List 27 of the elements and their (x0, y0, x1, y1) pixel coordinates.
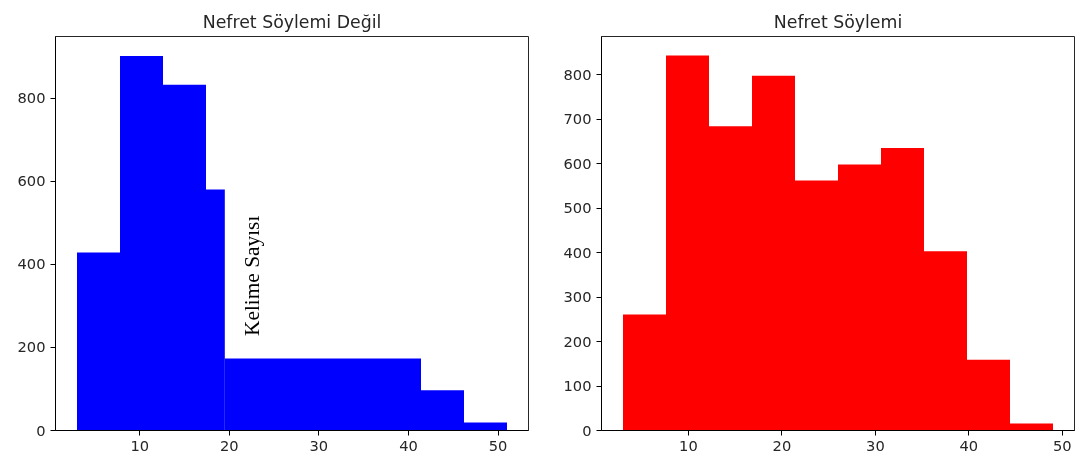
y-tick-label: 600 (563, 154, 592, 172)
chart-title: Nefret Söylemi Değil (202, 11, 382, 32)
x-tick-label: 50 (1053, 436, 1072, 454)
y-tick-label: 100 (563, 377, 592, 395)
y-tick-label: 700 (563, 110, 592, 128)
y-tick-label: 300 (563, 288, 592, 306)
y-tick-label: 800 (563, 65, 592, 83)
x-tick-label: 40 (399, 436, 418, 454)
x-tick-label: 50 (488, 436, 508, 454)
y-tick-label: 500 (563, 199, 592, 217)
y-tick-label: 0 (582, 421, 592, 439)
x-tick-label: 20 (219, 436, 239, 454)
y-tick-label: 800 (17, 89, 46, 107)
annotation: Kelime Sayısı (239, 215, 264, 336)
y-tick-label: 200 (563, 332, 592, 350)
x-tick-label: 10 (130, 436, 150, 454)
y-tick-label: 600 (17, 172, 46, 190)
chart-title: Nefret Söylemi (773, 11, 903, 32)
y-tick-label: 200 (17, 338, 46, 356)
x-tick-label: 30 (866, 436, 885, 454)
x-tick-label: 30 (309, 436, 329, 454)
x-tick-label: 20 (772, 436, 792, 454)
x-tick-label: 40 (959, 436, 979, 454)
y-tick-label: 400 (17, 255, 46, 273)
y-tick-label: 0 (36, 421, 46, 439)
x-tick-label: 10 (679, 436, 698, 454)
y-tick-label: 400 (563, 243, 592, 261)
